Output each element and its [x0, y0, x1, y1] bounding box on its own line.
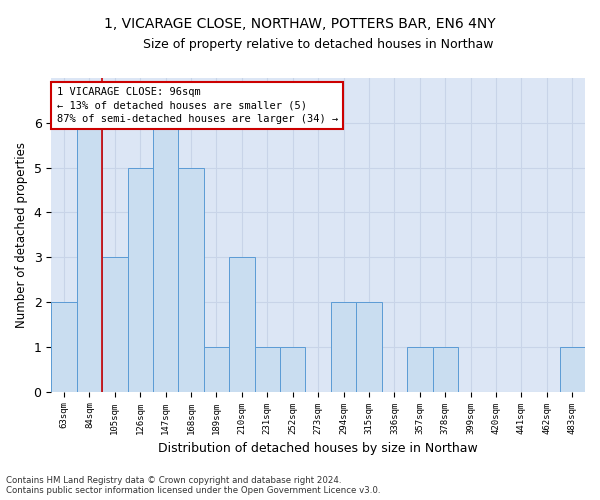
Bar — [356, 302, 382, 392]
Text: 1, VICARAGE CLOSE, NORTHAW, POTTERS BAR, EN6 4NY: 1, VICARAGE CLOSE, NORTHAW, POTTERS BAR,… — [104, 18, 496, 32]
Bar — [204, 347, 229, 392]
Bar — [102, 258, 128, 392]
Bar — [128, 168, 153, 392]
Bar — [433, 347, 458, 392]
Bar — [229, 258, 254, 392]
Bar — [153, 123, 178, 392]
Text: 1 VICARAGE CLOSE: 96sqm
← 13% of detached houses are smaller (5)
87% of semi-det: 1 VICARAGE CLOSE: 96sqm ← 13% of detache… — [56, 88, 338, 124]
Bar — [407, 347, 433, 392]
Bar — [77, 123, 102, 392]
Bar — [178, 168, 204, 392]
Title: Size of property relative to detached houses in Northaw: Size of property relative to detached ho… — [143, 38, 493, 51]
Bar — [280, 347, 305, 392]
Bar — [254, 347, 280, 392]
Text: Contains HM Land Registry data © Crown copyright and database right 2024.
Contai: Contains HM Land Registry data © Crown c… — [6, 476, 380, 495]
Bar — [331, 302, 356, 392]
Bar — [560, 347, 585, 392]
Bar — [51, 302, 77, 392]
X-axis label: Distribution of detached houses by size in Northaw: Distribution of detached houses by size … — [158, 442, 478, 455]
Y-axis label: Number of detached properties: Number of detached properties — [15, 142, 28, 328]
